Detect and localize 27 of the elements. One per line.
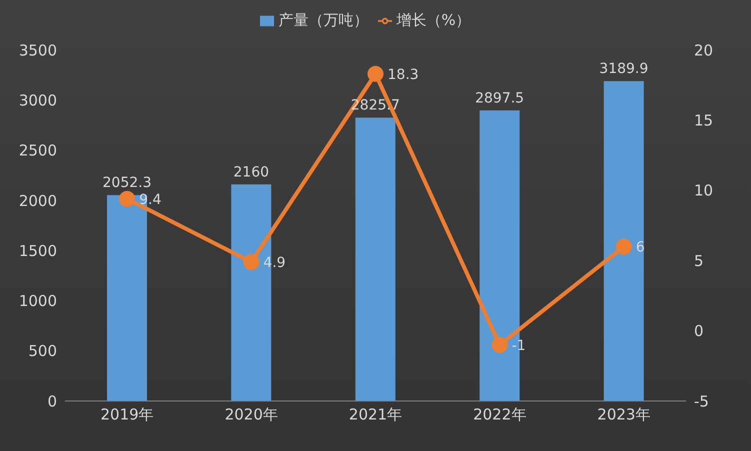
y2-tick-label: 5: [694, 252, 704, 270]
x-tick-label: 2021年: [348, 406, 402, 424]
y-tick-label: 2000: [18, 192, 57, 210]
y-tick-label: 2500: [18, 142, 57, 160]
data-label: 2160: [233, 164, 270, 180]
x-tick-label: 2022年: [473, 406, 526, 424]
x-tick-label: 2023年: [597, 406, 650, 424]
x-tick-label: 2019年: [100, 406, 154, 424]
legend-label: 产量（万吨）: [278, 11, 368, 29]
y2-tick-label: 0: [694, 322, 704, 340]
y-tick-label: 500: [28, 342, 57, 360]
y-tick-label: 3500: [18, 41, 57, 60]
x-tick-label: 2020年: [224, 406, 278, 424]
data-label: 2052.3: [102, 175, 152, 192]
legend-label: 增长（%）: [396, 11, 471, 29]
data-label: 3189.9: [599, 61, 648, 78]
data-label: 2897.5: [475, 90, 524, 106]
y2-tick-label: 15: [694, 112, 714, 130]
y2-tick-label: 10: [694, 182, 714, 200]
y-tick-label: 0: [47, 392, 57, 410]
y2-tick-label: 20: [694, 41, 714, 60]
data-label: 18.3: [388, 66, 419, 83]
y-tick-label: 3000: [18, 91, 57, 110]
data-label: 6: [636, 240, 645, 256]
y-tick-label: 1500: [18, 242, 57, 260]
y2-tick-label: -5: [694, 392, 709, 410]
y-tick-label: 1000: [18, 292, 57, 310]
